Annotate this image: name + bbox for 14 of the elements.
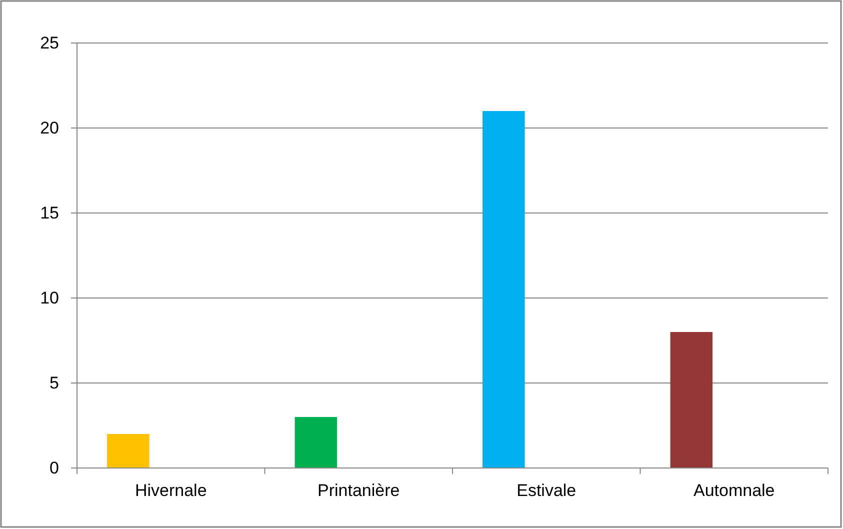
x-tick-label: Automnale — [693, 481, 775, 500]
y-tick-label: 5 — [50, 373, 59, 392]
y-tick-label: 25 — [40, 33, 59, 52]
bar — [670, 332, 713, 468]
x-tick-label: Printanière — [318, 481, 400, 500]
y-tick-label: 15 — [40, 203, 59, 222]
x-tick-label: Hivernale — [134, 481, 207, 500]
y-tick-label: 10 — [40, 288, 59, 308]
bar — [294, 417, 338, 468]
y-tick-label: 20 — [40, 118, 59, 138]
bar — [482, 111, 525, 468]
bar — [107, 434, 150, 468]
x-tick-label: Estivale — [516, 481, 576, 500]
y-tick-label: 0 — [50, 458, 59, 478]
